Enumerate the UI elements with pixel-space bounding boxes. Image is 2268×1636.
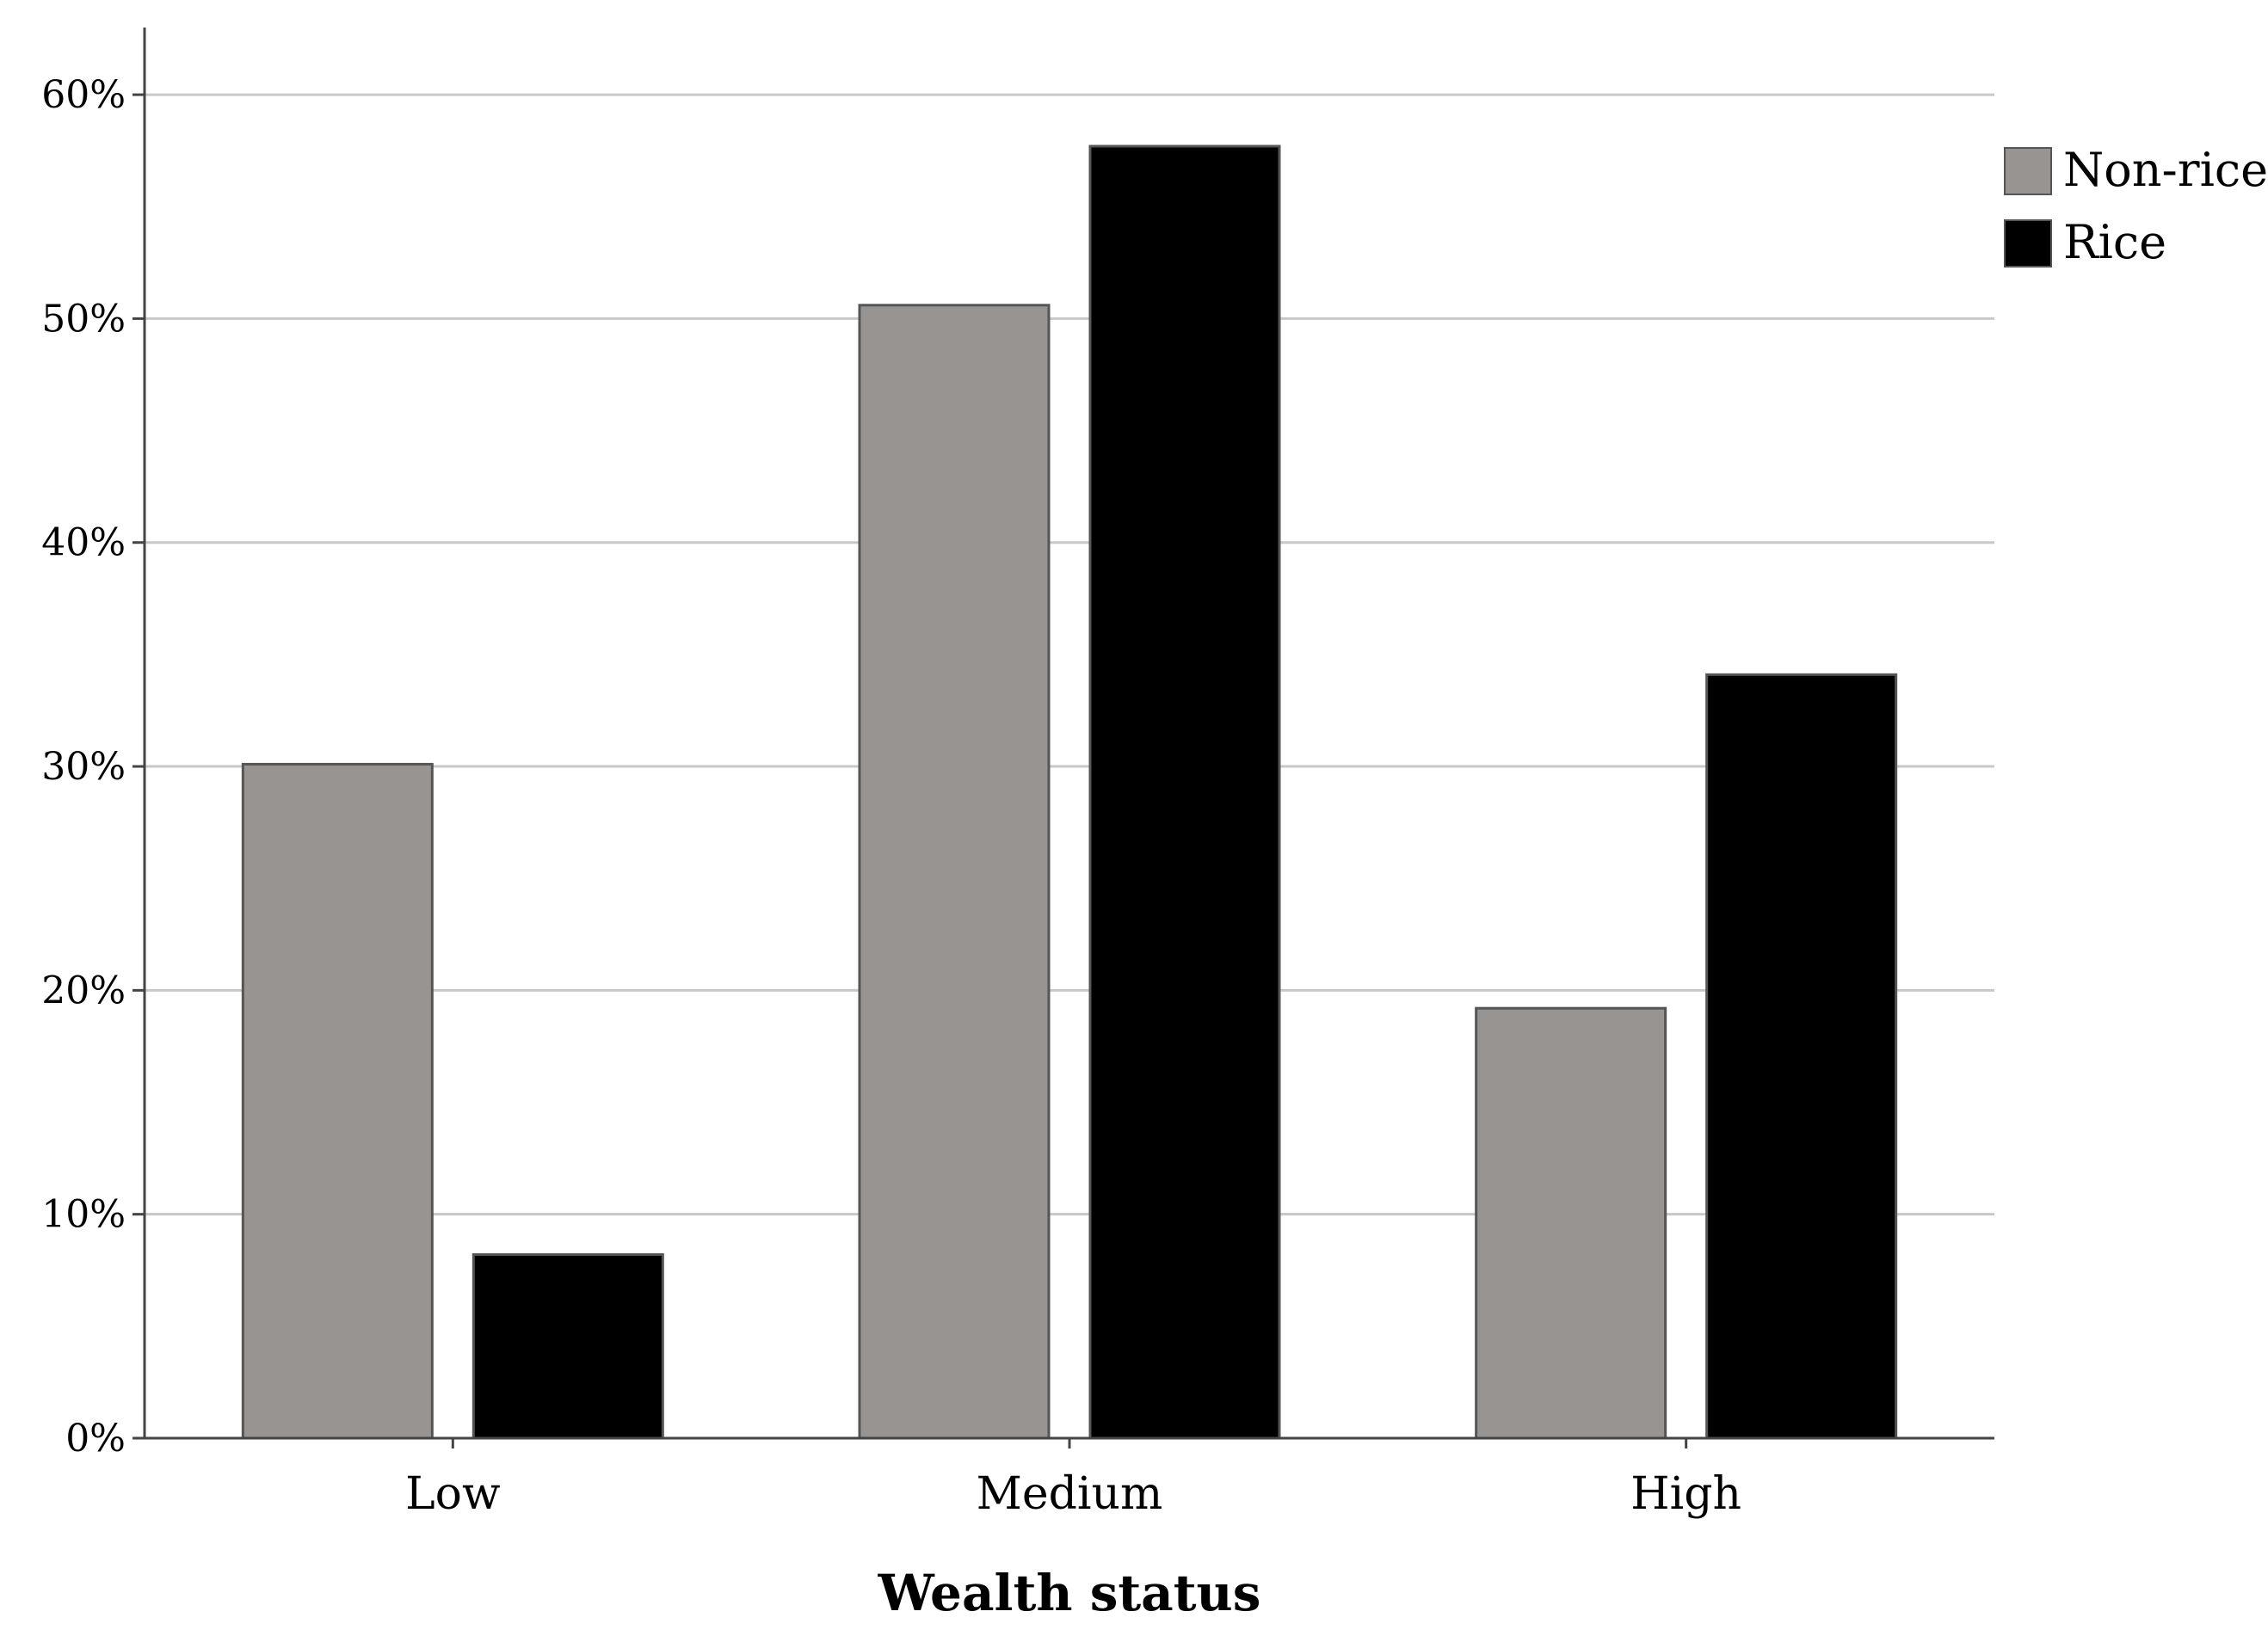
y-tick-label: 60% (41, 73, 126, 117)
bar-non-rice-low (241, 762, 434, 1440)
y-tick-label: 50% (41, 297, 126, 341)
gridlines (145, 93, 1994, 1216)
legend-label-non-rice: Non-rice (2063, 143, 2268, 197)
bar-rice-medium (1088, 145, 1281, 1440)
x-tick-labels: Low Medium High (405, 1438, 1741, 1520)
x-tick-label: Medium (977, 1468, 1163, 1520)
bar-rice-low (471, 1253, 664, 1440)
legend-label-rice: Rice (2063, 215, 2166, 269)
x-axis-title: Wealth status (878, 1564, 1261, 1622)
x-tick-label: High (1630, 1468, 1741, 1520)
bar-rice-high (1705, 673, 1898, 1440)
y-tick-label: 20% (41, 969, 126, 1012)
bar-non-rice-medium (858, 304, 1051, 1440)
legend-swatch-non-rice (2004, 147, 2052, 195)
y-tick-label: 0% (65, 1417, 126, 1461)
y-tick-label: 10% (41, 1193, 126, 1237)
y-tick-labels: 0% 10% 20% 30% 40% 50% 60% (41, 73, 145, 1461)
bar-non-rice-high (1475, 1006, 1667, 1440)
legend-swatch-rice (2004, 219, 2052, 268)
x-tick-label: Low (405, 1468, 500, 1520)
legend: Non-rice Rice (2004, 143, 2268, 269)
y-tick-label: 30% (41, 745, 126, 789)
y-tick-label: 40% (41, 521, 126, 565)
bars (241, 145, 1898, 1440)
